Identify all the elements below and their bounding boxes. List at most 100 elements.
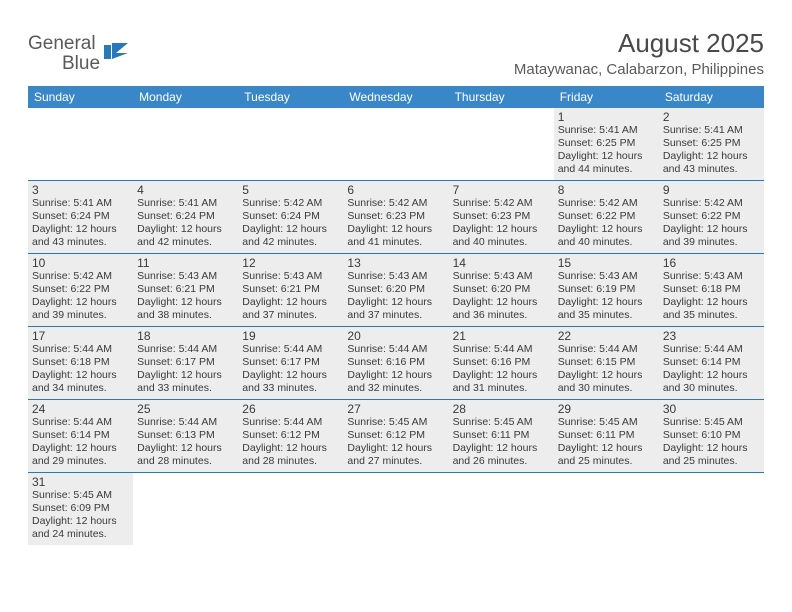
day-info-line: and 42 minutes. xyxy=(137,236,234,249)
day-number: 7 xyxy=(453,183,550,197)
day-number: 17 xyxy=(32,329,129,343)
day-cell: 27Sunrise: 5:45 AMSunset: 6:12 PMDayligh… xyxy=(343,400,448,472)
day-info-line: Sunset: 6:14 PM xyxy=(32,429,129,442)
day-info-line: Sunset: 6:22 PM xyxy=(558,210,655,223)
day-info-line: and 40 minutes. xyxy=(453,236,550,249)
day-number: 10 xyxy=(32,256,129,270)
day-info-line: Sunrise: 5:43 AM xyxy=(347,270,444,283)
day-cell: 15Sunrise: 5:43 AMSunset: 6:19 PMDayligh… xyxy=(554,254,659,326)
day-number: 11 xyxy=(137,256,234,270)
day-cell: 8Sunrise: 5:42 AMSunset: 6:22 PMDaylight… xyxy=(554,181,659,253)
day-info-line: Sunrise: 5:44 AM xyxy=(347,343,444,356)
day-cell: 30Sunrise: 5:45 AMSunset: 6:10 PMDayligh… xyxy=(659,400,764,472)
day-info-line: Daylight: 12 hours xyxy=(32,515,129,528)
day-cell: 13Sunrise: 5:43 AMSunset: 6:20 PMDayligh… xyxy=(343,254,448,326)
day-info-line: Sunrise: 5:42 AM xyxy=(32,270,129,283)
day-info-line: Sunset: 6:18 PM xyxy=(663,283,760,296)
day-cell: 4Sunrise: 5:41 AMSunset: 6:24 PMDaylight… xyxy=(133,181,238,253)
month-title: August 2025 xyxy=(514,28,764,59)
day-info-line: and 38 minutes. xyxy=(137,309,234,322)
day-info-line: Daylight: 12 hours xyxy=(347,442,444,455)
day-info-line: Sunrise: 5:42 AM xyxy=(347,197,444,210)
day-number: 21 xyxy=(453,329,550,343)
day-cell: 11Sunrise: 5:43 AMSunset: 6:21 PMDayligh… xyxy=(133,254,238,326)
calendar-page: General Blue August 2025 Mataywanac, Cal… xyxy=(0,0,792,545)
day-info-line: and 43 minutes. xyxy=(32,236,129,249)
day-info-line: Daylight: 12 hours xyxy=(32,442,129,455)
day-cell: 24Sunrise: 5:44 AMSunset: 6:14 PMDayligh… xyxy=(28,400,133,472)
day-info-line: Sunset: 6:11 PM xyxy=(453,429,550,442)
day-number: 4 xyxy=(137,183,234,197)
day-number: 12 xyxy=(242,256,339,270)
empty-cell xyxy=(238,108,343,180)
empty-cell xyxy=(343,473,448,545)
day-info-line: Sunrise: 5:45 AM xyxy=(453,416,550,429)
day-info-line: and 36 minutes. xyxy=(453,309,550,322)
day-number: 5 xyxy=(242,183,339,197)
day-info-line: Daylight: 12 hours xyxy=(32,369,129,382)
empty-cell xyxy=(449,108,554,180)
day-cell: 16Sunrise: 5:43 AMSunset: 6:18 PMDayligh… xyxy=(659,254,764,326)
day-cell: 3Sunrise: 5:41 AMSunset: 6:24 PMDaylight… xyxy=(28,181,133,253)
calendar-grid: SundayMondayTuesdayWednesdayThursdayFrid… xyxy=(28,86,764,545)
day-info-line: Sunset: 6:24 PM xyxy=(242,210,339,223)
day-number: 26 xyxy=(242,402,339,416)
dow-cell: Tuesday xyxy=(238,86,343,108)
day-cell: 25Sunrise: 5:44 AMSunset: 6:13 PMDayligh… xyxy=(133,400,238,472)
day-info-line: Sunset: 6:23 PM xyxy=(347,210,444,223)
week-row: 17Sunrise: 5:44 AMSunset: 6:18 PMDayligh… xyxy=(28,327,764,400)
day-number: 24 xyxy=(32,402,129,416)
empty-cell xyxy=(659,473,764,545)
day-info-line: Sunset: 6:24 PM xyxy=(137,210,234,223)
title-block: August 2025 Mataywanac, Calabarzon, Phil… xyxy=(514,28,764,78)
empty-cell xyxy=(28,108,133,180)
day-number: 31 xyxy=(32,475,129,489)
day-info-line: and 31 minutes. xyxy=(453,382,550,395)
day-cell: 14Sunrise: 5:43 AMSunset: 6:20 PMDayligh… xyxy=(449,254,554,326)
day-info-line: Sunrise: 5:44 AM xyxy=(137,343,234,356)
week-row: 24Sunrise: 5:44 AMSunset: 6:14 PMDayligh… xyxy=(28,400,764,473)
empty-cell xyxy=(554,473,659,545)
day-info-line: Daylight: 12 hours xyxy=(32,223,129,236)
day-cell: 5Sunrise: 5:42 AMSunset: 6:24 PMDaylight… xyxy=(238,181,343,253)
day-info-line: Sunset: 6:11 PM xyxy=(558,429,655,442)
day-number: 13 xyxy=(347,256,444,270)
day-info-line: Daylight: 12 hours xyxy=(663,369,760,382)
day-info-line: Daylight: 12 hours xyxy=(453,442,550,455)
day-info-line: Sunrise: 5:45 AM xyxy=(32,489,129,502)
day-cell: 22Sunrise: 5:44 AMSunset: 6:15 PMDayligh… xyxy=(554,327,659,399)
day-info-line: and 29 minutes. xyxy=(32,455,129,468)
day-info-line: Daylight: 12 hours xyxy=(558,150,655,163)
day-info-line: Sunrise: 5:41 AM xyxy=(663,124,760,137)
day-info-line: Sunset: 6:14 PM xyxy=(663,356,760,369)
day-info-line: Sunset: 6:21 PM xyxy=(242,283,339,296)
day-info-line: Sunrise: 5:41 AM xyxy=(137,197,234,210)
day-cell: 18Sunrise: 5:44 AMSunset: 6:17 PMDayligh… xyxy=(133,327,238,399)
day-info-line: Sunset: 6:20 PM xyxy=(453,283,550,296)
day-info-line: Daylight: 12 hours xyxy=(453,296,550,309)
day-info-line: Sunset: 6:17 PM xyxy=(137,356,234,369)
day-info-line: and 41 minutes. xyxy=(347,236,444,249)
day-info-line: and 28 minutes. xyxy=(242,455,339,468)
day-info-line: Daylight: 12 hours xyxy=(242,296,339,309)
flag-icon xyxy=(104,43,130,66)
day-info-line: Sunset: 6:24 PM xyxy=(32,210,129,223)
day-info-line: and 33 minutes. xyxy=(242,382,339,395)
week-row: 3Sunrise: 5:41 AMSunset: 6:24 PMDaylight… xyxy=(28,181,764,254)
day-info-line: Sunset: 6:13 PM xyxy=(137,429,234,442)
day-cell: 2Sunrise: 5:41 AMSunset: 6:25 PMDaylight… xyxy=(659,108,764,180)
day-cell: 9Sunrise: 5:42 AMSunset: 6:22 PMDaylight… xyxy=(659,181,764,253)
day-info-line: and 24 minutes. xyxy=(32,528,129,541)
day-info-line: Daylight: 12 hours xyxy=(663,442,760,455)
day-info-line: and 42 minutes. xyxy=(242,236,339,249)
empty-cell xyxy=(133,108,238,180)
day-info-line: Sunset: 6:22 PM xyxy=(663,210,760,223)
day-info-line: and 26 minutes. xyxy=(453,455,550,468)
day-cell: 7Sunrise: 5:42 AMSunset: 6:23 PMDaylight… xyxy=(449,181,554,253)
week-row: 31Sunrise: 5:45 AMSunset: 6:09 PMDayligh… xyxy=(28,473,764,545)
day-info-line: Sunrise: 5:44 AM xyxy=(32,343,129,356)
day-info-line: and 39 minutes. xyxy=(663,236,760,249)
day-cell: 1Sunrise: 5:41 AMSunset: 6:25 PMDaylight… xyxy=(554,108,659,180)
day-info-line: and 34 minutes. xyxy=(32,382,129,395)
day-info-line: Daylight: 12 hours xyxy=(453,369,550,382)
